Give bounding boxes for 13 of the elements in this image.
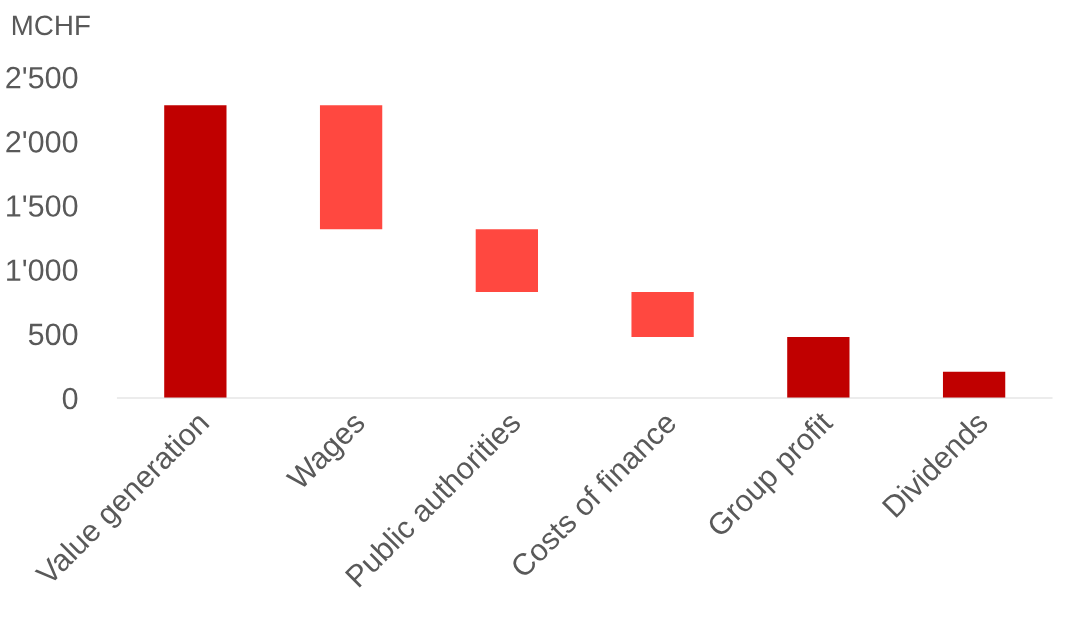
y-tick-label: 1'000 (7, 259, 78, 281)
y-tick-label: 0 (62, 387, 78, 410)
bar (164, 105, 227, 398)
bar (475, 229, 538, 293)
bar (631, 292, 694, 338)
y-tick-label: 1'500 (7, 195, 78, 217)
y-tick-label: 2'000 (6, 131, 78, 153)
y-tick-label: 2'500 (6, 66, 78, 89)
bar (787, 337, 850, 398)
y-tick-label: 500 (28, 323, 78, 346)
y-axis-title: MCHF (12, 15, 90, 36)
bar (942, 371, 1006, 398)
bar (319, 105, 383, 230)
